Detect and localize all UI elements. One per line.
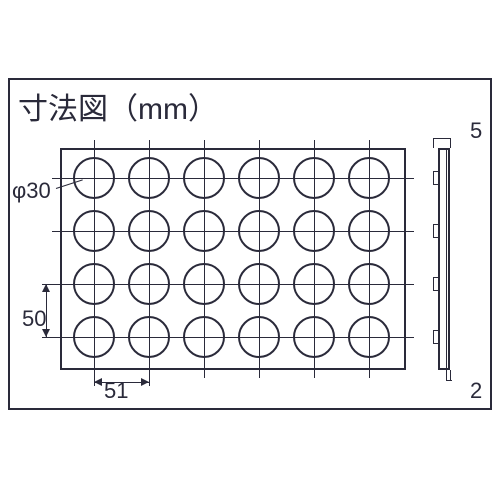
dim-diameter: φ30 — [12, 178, 51, 204]
hole-circle — [183, 263, 225, 305]
dim-tick — [42, 337, 60, 338]
hole-circle — [128, 210, 170, 252]
dim-tick — [433, 138, 434, 148]
dim-thickness-5: 5 — [470, 118, 482, 144]
side-profile-inner — [446, 148, 447, 370]
hole-circle — [293, 263, 335, 305]
hole-circle — [348, 263, 390, 305]
hole-circle — [183, 157, 225, 199]
hole-circle — [238, 157, 280, 199]
hole-circle — [128, 157, 170, 199]
hole-circle — [128, 316, 170, 358]
dim-col-pitch: 51 — [104, 378, 128, 404]
side-tab — [433, 224, 438, 238]
hole-circle — [293, 157, 335, 199]
hole-circle — [128, 263, 170, 305]
hole-circle — [73, 316, 115, 358]
dim-tick — [450, 370, 451, 380]
hole-circle — [73, 210, 115, 252]
title: 寸法図（mm） — [18, 84, 218, 128]
hole-circle — [348, 316, 390, 358]
dim-arrow — [94, 378, 102, 386]
hole-circle — [293, 210, 335, 252]
hole-circle — [183, 316, 225, 358]
side-tab — [433, 171, 438, 185]
dim-tick — [94, 370, 95, 386]
dim-thickness-2: 2 — [470, 378, 482, 404]
dim-tick — [446, 370, 447, 380]
dim-line — [433, 138, 450, 139]
hole-circle — [348, 210, 390, 252]
dim-tick — [450, 138, 451, 148]
hole-circle — [73, 157, 115, 199]
hole-circle — [238, 263, 280, 305]
hole-circle — [238, 210, 280, 252]
diagram-canvas: 寸法図（mm）φ30505152 — [0, 0, 500, 500]
side-tab — [433, 330, 438, 344]
dim-tick — [42, 284, 60, 285]
hole-circle — [348, 157, 390, 199]
hole-circle — [73, 263, 115, 305]
dim-arrow — [42, 284, 50, 292]
hole-circle — [293, 316, 335, 358]
dim-tick — [149, 370, 150, 386]
side-tab — [433, 277, 438, 291]
dim-arrow — [141, 378, 149, 386]
dim-line — [446, 380, 452, 381]
side-profile — [438, 148, 450, 370]
hole-circle — [238, 316, 280, 358]
dim-row-pitch: 50 — [22, 306, 46, 332]
hole-circle — [183, 210, 225, 252]
